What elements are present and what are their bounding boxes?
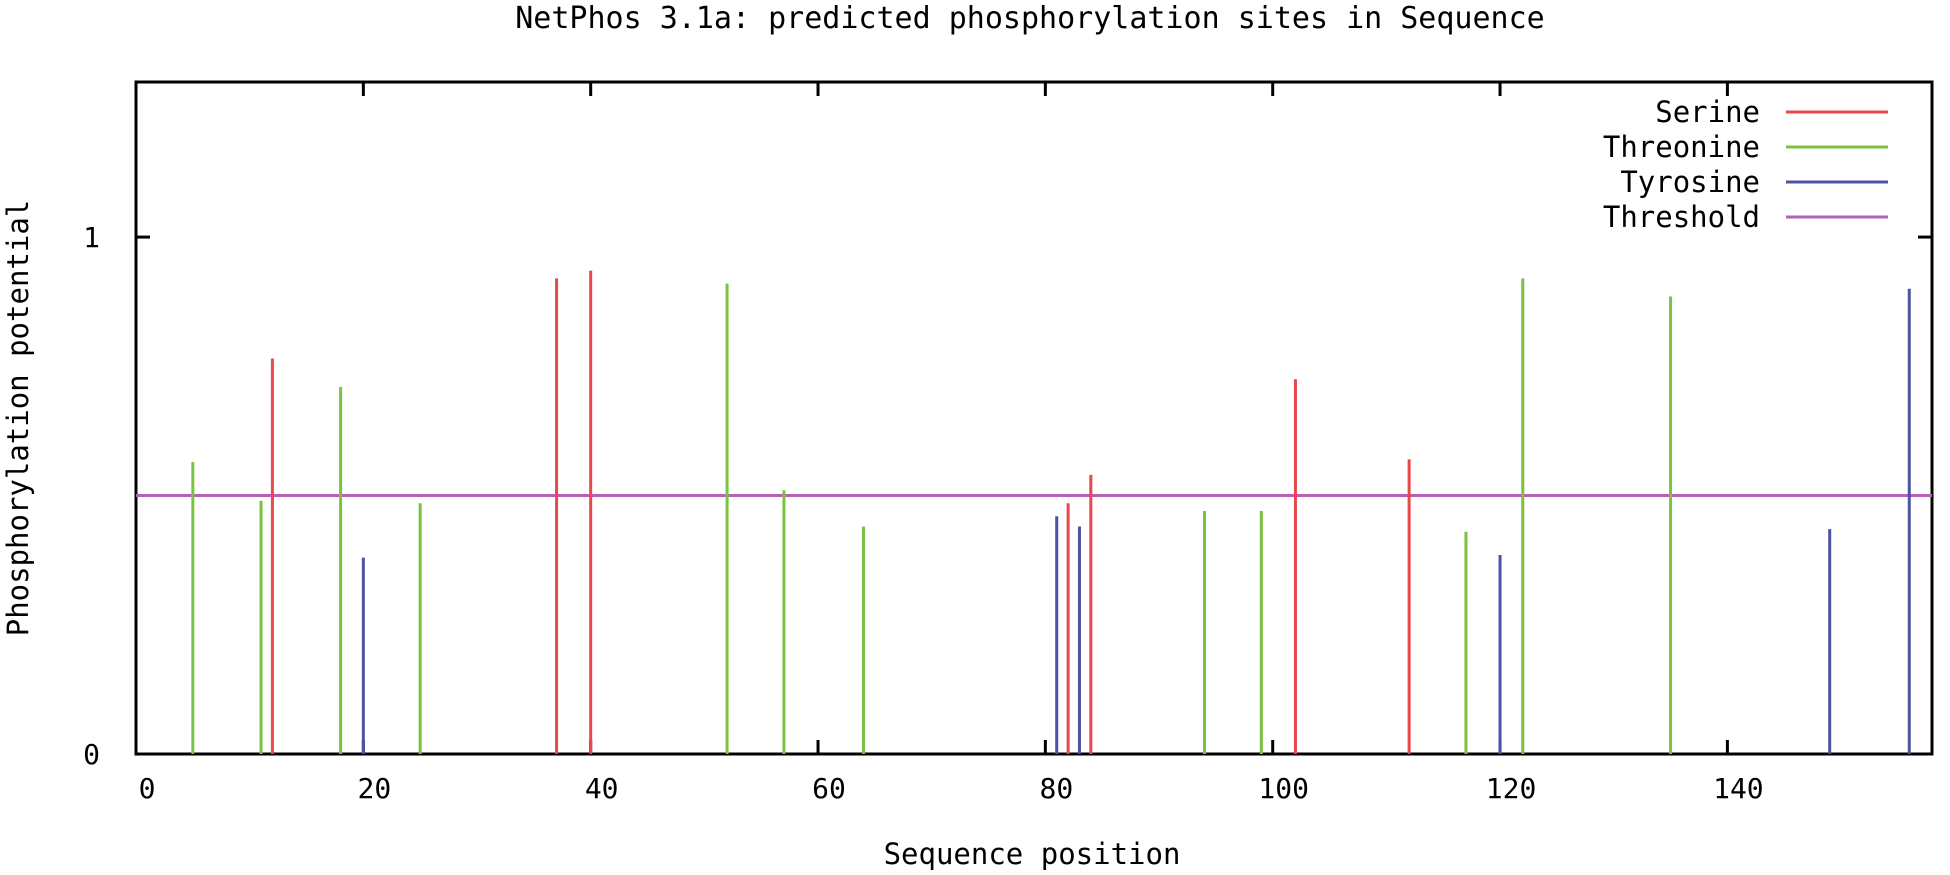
y-tick-label: 0 <box>83 738 100 771</box>
x-tick-label: 80 <box>1040 772 1074 805</box>
y-axis-label: Phosphorylation potential <box>1 200 35 637</box>
x-tick-label: 100 <box>1258 772 1309 805</box>
legend-label-threshold: Threshold <box>1603 200 1760 234</box>
x-tick-label: 140 <box>1713 772 1764 805</box>
y-tick-label: 1 <box>83 221 100 254</box>
plot-frame <box>134 80 1934 756</box>
x-tick-label: 120 <box>1486 772 1537 805</box>
legend-label-serine: Serine <box>1655 95 1760 129</box>
bars-layer <box>191 270 1911 754</box>
legend-label-tyrosine: Tyrosine <box>1620 165 1760 199</box>
chart-title: NetPhos 3.1a: predicted phosphorylation … <box>515 1 1545 36</box>
axis-ticks: 0 20 40 60 80 100 120 140 0 1 <box>83 82 1932 805</box>
x-tick-label: 0 <box>139 772 156 805</box>
legend-label-threonine: Threonine <box>1603 130 1760 164</box>
x-tick-label: 40 <box>585 772 619 805</box>
x-tick-label: 60 <box>812 772 846 805</box>
plot-area: 0 20 40 60 80 100 120 140 0 1 <box>83 80 1934 805</box>
x-tick-label: 20 <box>357 772 391 805</box>
x-axis-label: Sequence position <box>884 837 1181 871</box>
